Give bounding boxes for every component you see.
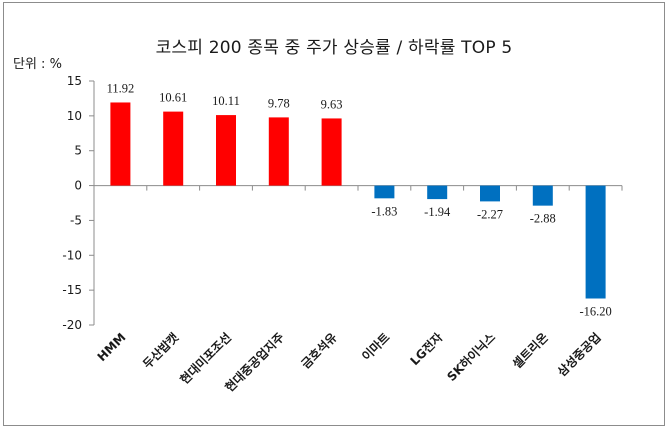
bar: [427, 185, 448, 200]
y-tick-label: 0: [74, 179, 82, 193]
data-label: 9.63: [321, 97, 343, 111]
y-tick-label: 5: [74, 144, 82, 158]
data-label: -2.88: [530, 212, 556, 226]
bar: [585, 185, 606, 299]
y-tick-label: 10: [67, 109, 82, 123]
category-label: LG전자: [407, 330, 446, 369]
unit-label: 단위 : %: [13, 57, 62, 72]
y-tick-label: 15: [67, 74, 82, 88]
data-label: 9.78: [268, 96, 290, 110]
y-tick-label: -15: [62, 283, 82, 297]
data-label: -2.27: [477, 207, 503, 221]
bar: [268, 117, 289, 186]
bar: [216, 115, 236, 186]
chart-frame: 코스피 200 종목 중 주가 상승률 / 하락률 TOP 5 단위 : %: [3, 2, 665, 426]
category-label: 금호석유: [299, 330, 340, 371]
y-tick-label: -20: [62, 318, 82, 332]
category-label: SK하이닉스: [444, 330, 499, 385]
data-label: -1.94: [424, 205, 451, 219]
category-label: 셀트리온: [509, 330, 551, 372]
bar: [110, 102, 131, 186]
data-label: 10.61: [159, 91, 187, 105]
y-tick-label: -10: [62, 248, 82, 262]
y-tick-label: -5: [70, 213, 82, 227]
bar: [532, 185, 553, 206]
bar: [321, 118, 342, 186]
data-label: -1.83: [371, 204, 397, 218]
data-label: -16.20: [579, 305, 611, 319]
bar: [374, 185, 395, 199]
chart-title: 코스피 200 종목 중 주가 상승률 / 하락률 TOP 5: [155, 38, 513, 58]
category-label: HMM: [95, 330, 129, 364]
category-label: 이마트: [358, 330, 392, 364]
data-label: 11.92: [107, 81, 135, 95]
data-label: 10.11: [212, 94, 240, 108]
category-label: 삼성중공업: [554, 330, 604, 380]
bar: [480, 185, 500, 202]
category-label: 현대미포조선: [177, 330, 234, 387]
bar: [163, 111, 184, 186]
category-label: 두산밥캣: [139, 330, 181, 372]
